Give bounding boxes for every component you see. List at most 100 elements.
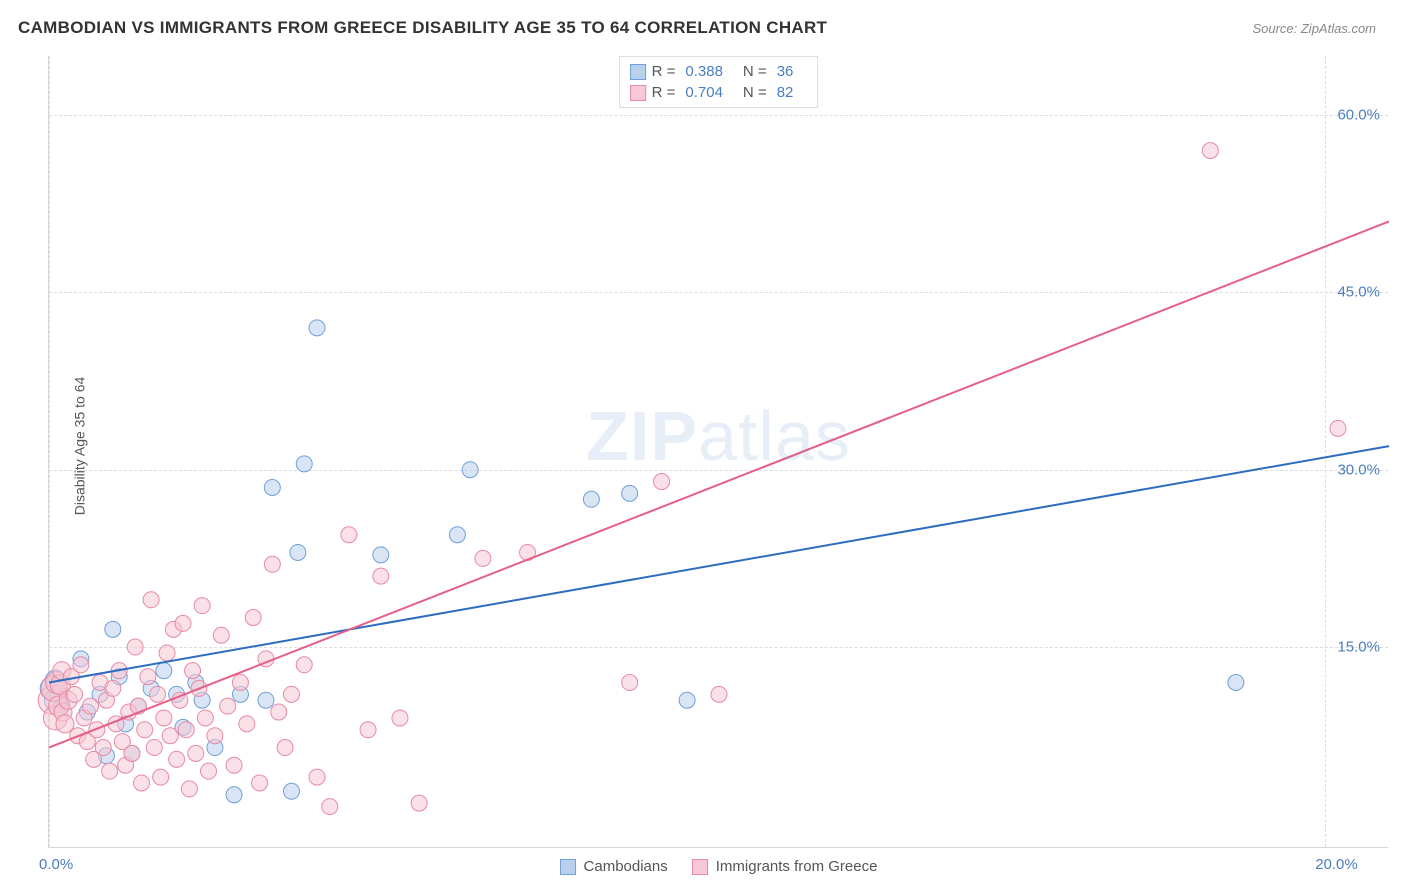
data-point: [82, 698, 98, 714]
trend-line: [49, 446, 1389, 682]
data-point: [185, 663, 201, 679]
data-point: [178, 722, 194, 738]
data-point: [1202, 143, 1218, 159]
data-point: [124, 745, 140, 761]
data-point: [411, 795, 427, 811]
data-point: [226, 787, 242, 803]
legend-label: Immigrants from Greece: [716, 858, 878, 875]
data-point: [449, 527, 465, 543]
data-point: [322, 799, 338, 815]
chart-plot-area: ZIPatlas R =0.388N =36R =0.704N =82 Camb…: [48, 56, 1388, 848]
data-point: [201, 763, 217, 779]
legend-r-value: 0.704: [685, 84, 723, 101]
data-point: [475, 550, 491, 566]
data-point: [711, 686, 727, 702]
data-point: [1228, 675, 1244, 691]
data-point: [134, 775, 150, 791]
source-label: Source: ZipAtlas.com: [1252, 21, 1376, 36]
page-title: CAMBODIAN VS IMMIGRANTS FROM GREECE DISA…: [18, 18, 827, 38]
data-point: [105, 680, 121, 696]
data-point: [149, 686, 165, 702]
data-point: [622, 675, 638, 691]
data-point: [373, 547, 389, 563]
legend-swatch: [630, 64, 646, 80]
data-point: [213, 627, 229, 643]
data-point: [392, 710, 408, 726]
data-point: [226, 757, 242, 773]
legend-swatch: [692, 859, 708, 875]
data-point: [245, 609, 261, 625]
data-point: [309, 769, 325, 785]
data-point: [296, 657, 312, 673]
data-point: [271, 704, 287, 720]
data-point: [95, 740, 111, 756]
data-point: [462, 462, 478, 478]
trend-line: [49, 221, 1389, 747]
data-point: [162, 728, 178, 744]
data-point: [290, 544, 306, 560]
y-tick-label: 30.0%: [1337, 461, 1380, 478]
data-point: [654, 474, 670, 490]
legend-r-label: R =: [652, 84, 676, 101]
data-point: [156, 710, 172, 726]
correlation-legend: R = 0.388 N = 36 R = 0.704 N = 82: [619, 56, 819, 108]
data-point: [159, 645, 175, 661]
data-point: [137, 722, 153, 738]
legend-n-label: N =: [743, 63, 767, 80]
legend-n-label: N =: [743, 84, 767, 101]
data-point: [252, 775, 268, 791]
data-point: [679, 692, 695, 708]
data-point: [373, 568, 389, 584]
data-point: [622, 485, 638, 501]
data-point: [258, 692, 274, 708]
data-point: [283, 686, 299, 702]
data-point: [181, 781, 197, 797]
data-point: [341, 527, 357, 543]
data-point: [207, 728, 223, 744]
legend-item: Cambodians: [560, 858, 668, 875]
data-point: [140, 669, 156, 685]
data-point: [239, 716, 255, 732]
data-point: [583, 491, 599, 507]
legend-row: R = 0.388 N = 36: [630, 61, 808, 82]
data-point: [143, 592, 159, 608]
data-point: [175, 615, 191, 631]
data-point: [264, 556, 280, 572]
data-point: [220, 698, 236, 714]
legend-n-value: 82: [777, 84, 794, 101]
legend-r-value: 0.388: [685, 63, 723, 80]
data-point: [153, 769, 169, 785]
y-tick-label: 15.0%: [1337, 639, 1380, 656]
data-point: [296, 456, 312, 472]
y-tick-label: 45.0%: [1337, 284, 1380, 301]
data-point: [232, 675, 248, 691]
legend-r-label: R =: [652, 63, 676, 80]
data-point: [188, 745, 204, 761]
data-point: [127, 639, 143, 655]
data-point: [264, 479, 280, 495]
data-point: [197, 710, 213, 726]
legend-swatch: [560, 859, 576, 875]
y-tick-label: 60.0%: [1337, 107, 1380, 124]
legend-swatch: [630, 85, 646, 101]
data-point: [105, 621, 121, 637]
data-point: [283, 783, 299, 799]
data-point: [277, 740, 293, 756]
data-point: [146, 740, 162, 756]
data-point: [73, 657, 89, 673]
data-point: [309, 320, 325, 336]
x-tick-label: 0.0%: [39, 856, 73, 873]
data-point: [169, 751, 185, 767]
x-tick-label: 20.0%: [1315, 856, 1358, 873]
data-point: [1330, 420, 1346, 436]
data-point: [194, 598, 210, 614]
legend-item: Immigrants from Greece: [692, 858, 878, 875]
data-point: [67, 686, 83, 702]
scatter-svg: [49, 56, 1388, 847]
data-point: [156, 663, 172, 679]
data-point: [102, 763, 118, 779]
data-point: [360, 722, 376, 738]
legend-n-value: 36: [777, 63, 794, 80]
series-legend: Cambodians Immigrants from Greece: [560, 858, 878, 875]
legend-label: Cambodians: [584, 858, 668, 875]
